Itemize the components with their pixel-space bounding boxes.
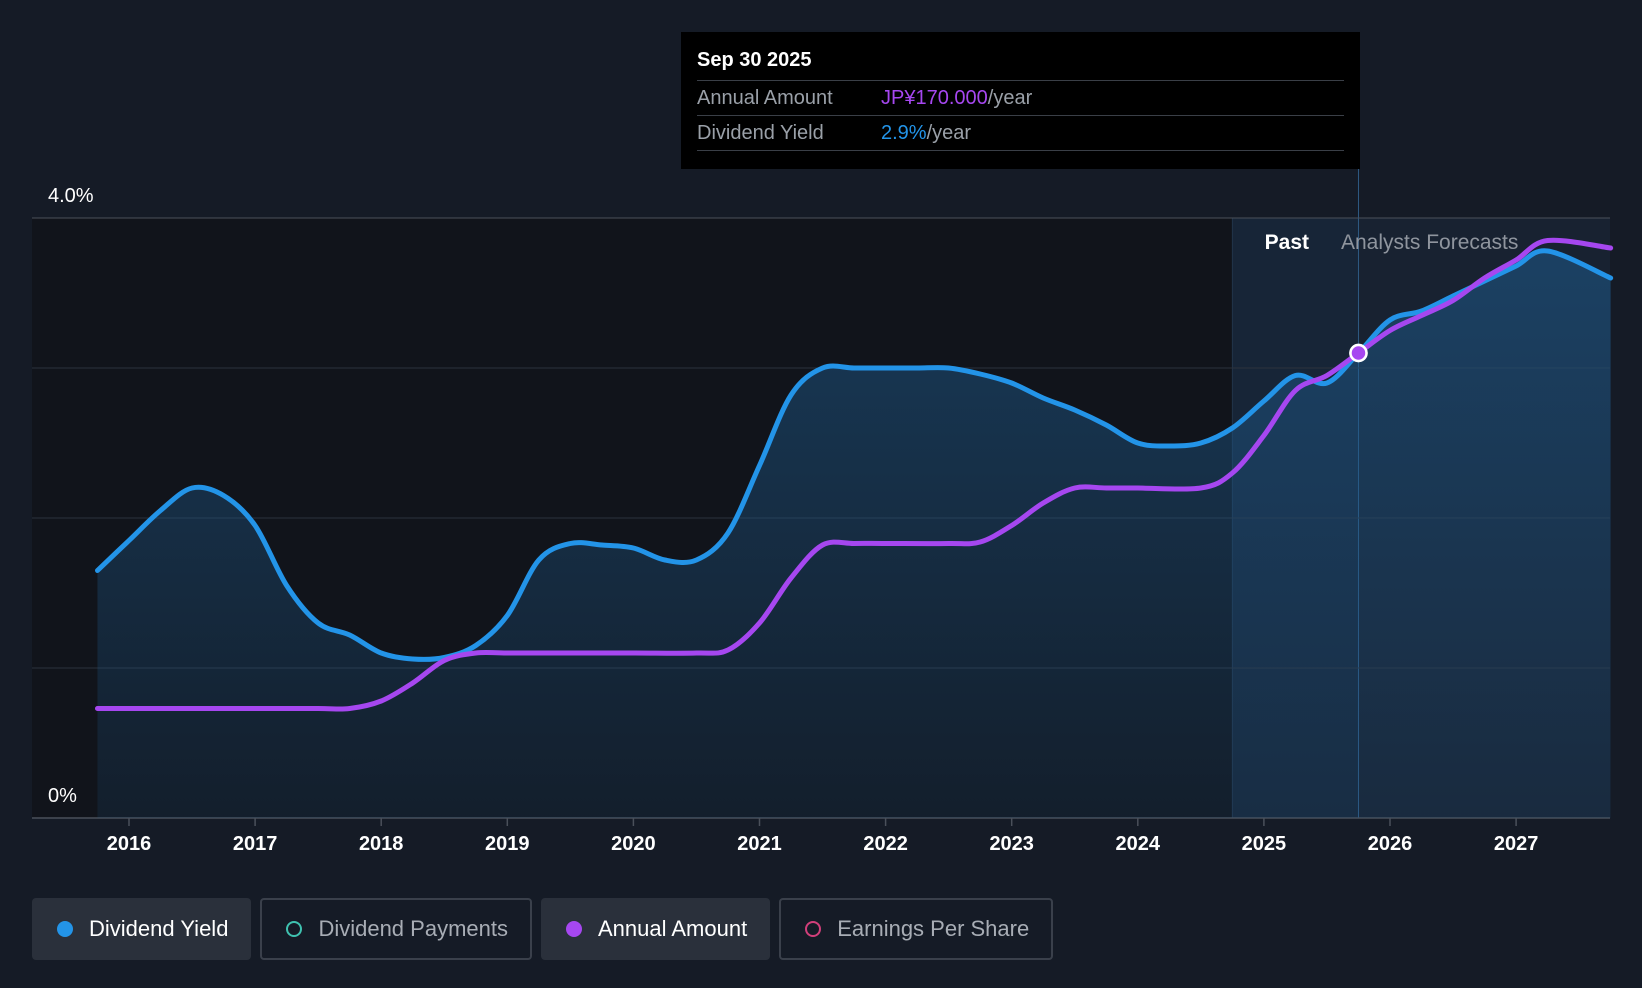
legend: Dividend Yield Dividend Payments Annual … <box>32 898 1054 960</box>
highlight-markers <box>1349 343 1368 363</box>
series-lines <box>94 237 1614 712</box>
tooltip-row-annual-amount: Annual Amount JP¥170.000 /year <box>697 81 1344 116</box>
legend-label: Dividend Payments <box>318 916 508 941</box>
x-tick-label: 2027 <box>1494 833 1539 855</box>
legend-label: Annual Amount <box>597 916 748 941</box>
tooltip-date: Sep 30 2025 <box>697 46 1344 81</box>
x-tick-label: 2025 <box>1242 833 1287 855</box>
y-tick-label: 4.0% <box>48 185 94 207</box>
x-tick-label: 2018 <box>359 833 404 855</box>
tooltip: Sep 30 2025 Annual Amount JP¥170.000 /ye… <box>681 32 1360 169</box>
y-tick-label: 0% <box>48 785 77 807</box>
filled-dot-icon <box>57 921 73 937</box>
hollow-dot-icon <box>286 921 303 937</box>
past-label: Past <box>1265 231 1309 254</box>
annual-amount-marker <box>1349 343 1368 363</box>
x-tick-label: 2017 <box>233 833 278 855</box>
tooltip-value: JP¥170.000 <box>881 87 988 109</box>
filled-dot-icon <box>565 921 582 937</box>
annual-amount-line <box>94 237 1614 712</box>
forecast-label: Analysts Forecasts <box>1341 231 1518 254</box>
region-labels: Past Analysts Forecasts <box>1265 231 1519 254</box>
hollow-dot-icon <box>805 921 822 937</box>
legend-earnings-per-share[interactable]: Earnings Per Share <box>779 898 1054 960</box>
x-tick-label: 2021 <box>737 833 782 855</box>
x-tick-label: 2022 <box>863 833 908 855</box>
x-axis: 2016 2017 2018 2019 2020 2021 2022 2023 2024 2025… <box>107 818 1539 855</box>
legend-dividend-yield[interactable]: Dividend Yield <box>32 898 252 960</box>
tooltip-unit: /year <box>987 87 1033 109</box>
x-tick-label: 2019 <box>485 833 530 855</box>
series-areas <box>97 250 1611 819</box>
dividend-yield-area <box>97 250 1611 819</box>
x-tick-label: 2020 <box>611 833 656 855</box>
x-tick-label: 2016 <box>107 833 152 855</box>
dividend-yield-line <box>94 248 1614 662</box>
tooltip-value: 2.9% <box>881 122 927 144</box>
legend-label: Dividend Yield <box>89 916 229 941</box>
tooltip-unit: /year <box>926 122 972 144</box>
x-tick-label: 2024 <box>1116 833 1161 855</box>
tooltip-label: Annual Amount <box>697 87 833 109</box>
legend-annual-amount[interactable]: Annual Amount <box>540 898 771 960</box>
y-axis: 4.0% 0% <box>48 185 94 807</box>
legend-dividend-payments[interactable]: Dividend Payments <box>260 898 532 960</box>
x-tick-label: 2023 <box>989 833 1034 855</box>
tooltip-row-dividend-yield: Dividend Yield 2.9% /year <box>697 116 1344 151</box>
legend-label: Earnings Per Share <box>837 916 1030 941</box>
x-tick-label: 2026 <box>1368 833 1413 855</box>
tooltip-label: Dividend Yield <box>697 122 824 144</box>
